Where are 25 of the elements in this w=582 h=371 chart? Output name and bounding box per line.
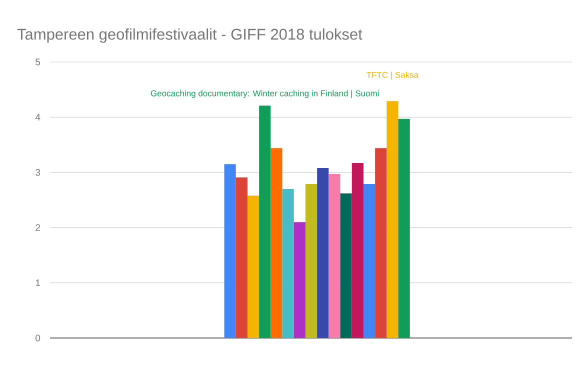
text: TFTC | Saksa [366, 72, 419, 80]
bar [375, 148, 387, 338]
bar [398, 118, 410, 338]
y-tick-label: 4 [35, 114, 40, 120]
bar [340, 193, 352, 338]
bar [270, 148, 282, 338]
series-label: Geocaching documentary: Winter caching in Finland | Suomi [150, 90, 379, 98]
bar [282, 188, 294, 338]
bar [224, 164, 236, 338]
bar [386, 101, 398, 338]
y-tick-label: 3 [36, 169, 40, 176]
bar [317, 168, 329, 338]
y-tick-label: 0 [36, 334, 40, 342]
bar [247, 196, 260, 338]
y-tick-label: 2 [36, 224, 40, 231]
y-tick-label: 5 [36, 58, 40, 66]
bar [236, 177, 248, 338]
bar [352, 163, 364, 338]
y-tick-label: 1 [36, 280, 40, 286]
bar [259, 106, 271, 338]
bar [328, 174, 340, 338]
bar [294, 222, 306, 338]
bar [305, 184, 318, 338]
chart-title: Tampereen geofilmifestivaalit - GIFF 2018 tulokset [17, 28, 362, 43]
bar [363, 184, 376, 338]
